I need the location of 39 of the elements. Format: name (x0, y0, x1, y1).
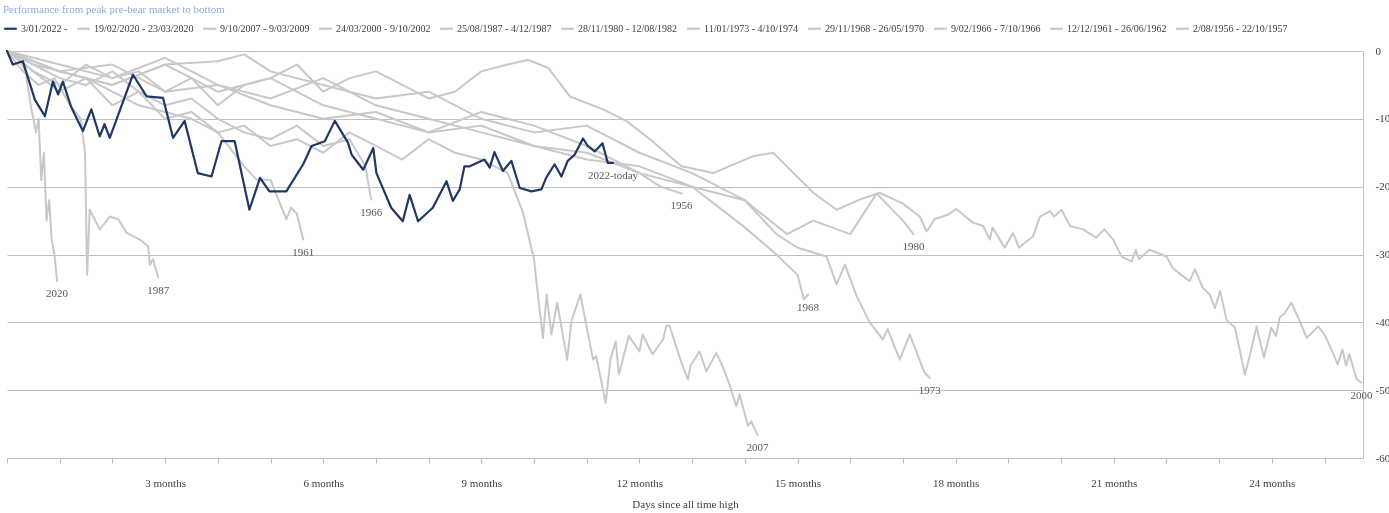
legend-label: 12/12/1961 - 26/06/1962 (1067, 22, 1167, 34)
x-tick-label: 12 months (616, 476, 663, 489)
annotation: 2007 (746, 440, 769, 453)
legend-label: 29/11/1968 - 26/05/1970 (825, 22, 925, 34)
y-tick-label: -50 (1375, 383, 1389, 396)
legend-label: 9/10/2007 - 9/03/2009 (220, 22, 310, 34)
legend-label: 19/02/2020 - 23/03/2020 (94, 22, 194, 34)
x-tick-label: 15 months (774, 476, 822, 489)
annotation: 2022-today (588, 168, 639, 181)
legend-label: 25/08/1987 - 4/12/1987 (457, 22, 552, 34)
x-tick-label: 3 months (145, 476, 186, 489)
x-tick-label: 21 months (1091, 476, 1138, 489)
y-tick-label: -10 (1375, 112, 1389, 125)
y-tick-label: -40 (1375, 315, 1389, 328)
y-tick-label: -60 (1375, 451, 1389, 464)
legend-label: 9/02/1966 - 7/10/1966 (951, 22, 1041, 34)
x-axis-title: Days since all time high (632, 497, 740, 510)
legend-label: 24/03/2000 - 9/10/2002 (336, 22, 431, 34)
annotation: 1973 (918, 383, 942, 396)
annotation: 1987 (147, 283, 170, 296)
annotation: 1956 (670, 199, 694, 212)
legend-label: 2/08/1956 - 22/10/1957 (1193, 22, 1288, 34)
y-tick-label: -20 (1375, 180, 1389, 193)
x-tick-label: 18 months (933, 476, 980, 489)
x-tick-label: 6 months (303, 476, 345, 489)
annotation: 1980 (902, 240, 925, 253)
annotation: 2000 (1350, 388, 1373, 401)
chart-title: Performance from peak pre-bear market to bottom (3, 3, 226, 15)
annotation: 2020 (46, 286, 69, 299)
x-tick-label: 9 months (461, 476, 503, 489)
legend-label: 28/11/1980 - 12/08/1982 (578, 22, 678, 34)
legend-label: 11/01/1973 - 4/10/1974 (704, 22, 799, 34)
annotation: 1966 (360, 205, 383, 218)
y-tick-label: -30 (1375, 248, 1389, 260)
annotation: 1968 (797, 300, 820, 313)
y-tick-label: 0 (1375, 44, 1382, 57)
annotation: 1961 (292, 245, 315, 258)
x-tick-label: 24 months (1249, 476, 1296, 489)
legend-label: 3/01/2022 - (21, 22, 68, 34)
